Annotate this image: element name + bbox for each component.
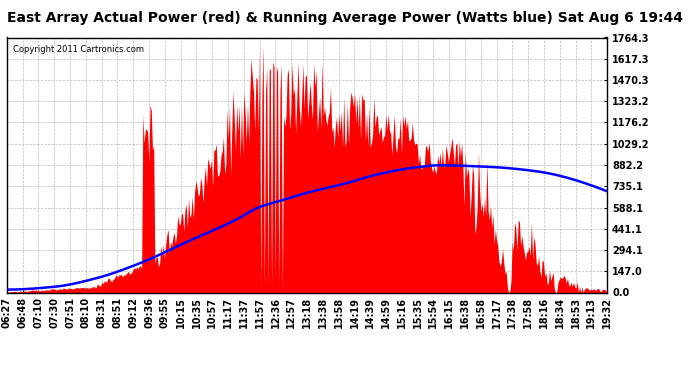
Text: Copyright 2011 Cartronics.com: Copyright 2011 Cartronics.com (13, 45, 144, 54)
Text: East Array Actual Power (red) & Running Average Power (Watts blue) Sat Aug 6 19:: East Array Actual Power (red) & Running … (7, 11, 683, 25)
